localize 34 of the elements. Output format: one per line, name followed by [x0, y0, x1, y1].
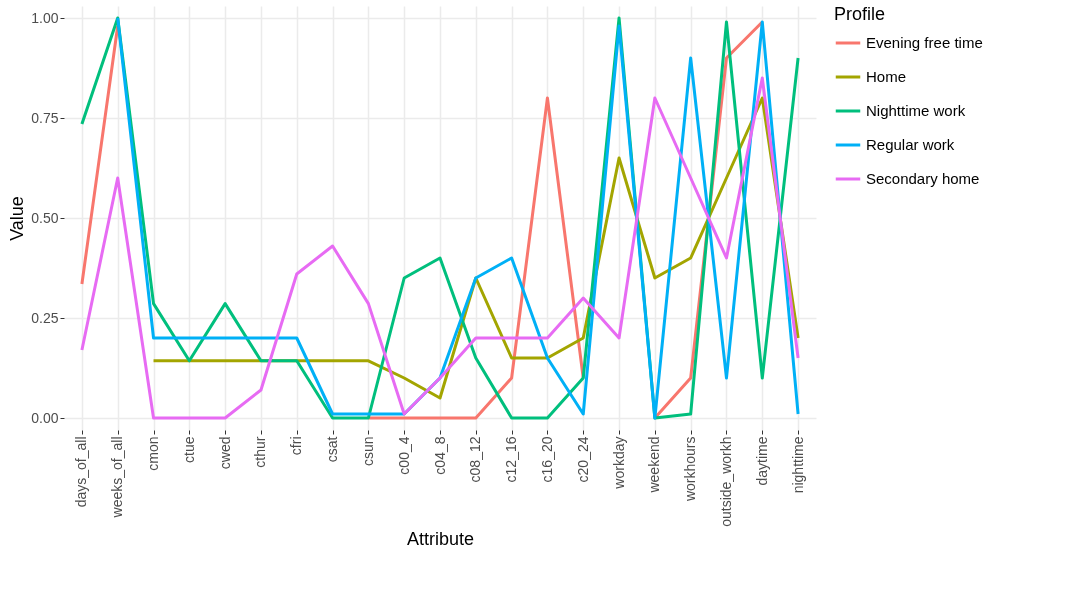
legend-title: Profile: [834, 4, 886, 24]
x-tick-label: c00_4: [395, 436, 412, 475]
y-tick-label: 0.50: [31, 209, 59, 226]
x-tick-label: c08_12: [467, 436, 484, 483]
x-axis-title: Attribute: [406, 528, 475, 549]
x-tick-label: daytime: [753, 436, 770, 486]
x-tick-label: days_of_all: [73, 436, 90, 508]
y-tick-label: 0.75: [31, 109, 59, 126]
x-tick-label: nighttime: [789, 436, 806, 494]
x-tick-label: cwed: [216, 436, 233, 470]
legend-label: Secondary home: [866, 170, 980, 187]
legend-label: Home: [866, 68, 907, 85]
y-axis-title: Value: [7, 196, 28, 241]
x-tick-label: c04_8: [431, 436, 448, 475]
x-tick-label: c12_16: [503, 436, 520, 483]
x-tick-label: cmon: [145, 436, 162, 471]
legend-label: Nighttime work: [866, 102, 966, 119]
legend-label: Regular work: [866, 136, 955, 153]
y-tick-label: 0.25: [31, 309, 59, 326]
x-tick-label: weekend: [646, 436, 663, 494]
x-tick-label: cfri: [288, 436, 305, 456]
x-tick-label: c20_24: [574, 436, 591, 483]
x-tick-label: workday: [610, 436, 627, 490]
x-tick-label: c16_20: [538, 436, 555, 483]
x-tick-label: cthur: [252, 436, 269, 468]
x-tick-label: workhours: [682, 436, 699, 503]
legend-label: Evening free time: [866, 34, 983, 51]
y-tick-label: 0.00: [31, 409, 59, 426]
y-tick-label: 1.00: [31, 9, 59, 26]
x-tick-label: csun: [359, 436, 376, 467]
x-tick-label: weeks_of_all: [109, 436, 126, 519]
x-tick-label: ctue: [180, 436, 197, 463]
x-tick-label: csat: [324, 436, 341, 463]
x-tick-label: outside_workh: [717, 436, 734, 527]
